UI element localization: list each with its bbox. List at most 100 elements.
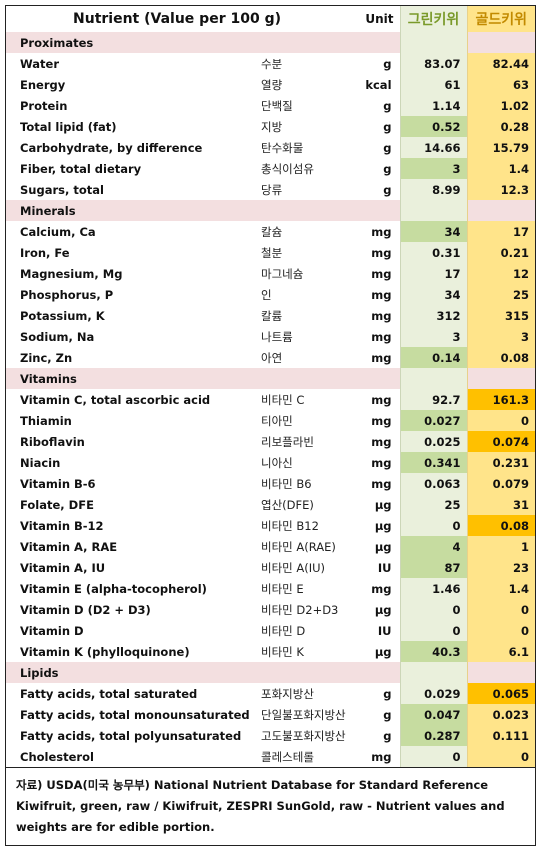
- nutrient-korean-name: 콜레스테롤: [261, 749, 314, 764]
- nutrient-name: Vitamin D: [20, 623, 84, 638]
- section-title: Minerals: [6, 200, 401, 221]
- nutrient-unit: kcal: [365, 77, 392, 92]
- green-kiwi-value: 14.66: [399, 137, 468, 158]
- table-row: Vitamin D 비타민 D IU 0 0: [6, 620, 536, 641]
- nutrient-unit: mg: [371, 413, 392, 428]
- gold-kiwi-value: 25: [466, 284, 536, 305]
- header-unit: Unit: [365, 12, 394, 26]
- nutrient-korean-name: 탄수화물: [261, 140, 304, 155]
- nutrient-unit: g: [383, 182, 392, 197]
- nutrient-name: Thiamin: [20, 413, 72, 428]
- gold-kiwi-value: 1.4: [466, 158, 536, 179]
- gold-kiwi-value: 0.079: [466, 473, 536, 494]
- section-green-cell: [399, 32, 468, 53]
- nutrient-korean-name: 고도불포화지방산: [261, 728, 346, 743]
- nutrient-korean-name: 인: [261, 287, 272, 302]
- gold-kiwi-value: 0.21: [466, 242, 536, 263]
- gold-kiwi-value: 1.4: [466, 578, 536, 599]
- header-green-kiwi: 그린키위: [399, 6, 468, 32]
- nutrient-name: Vitamin E (alpha-tocopherol): [20, 581, 207, 596]
- gold-kiwi-value: 3: [466, 326, 536, 347]
- green-kiwi-value: 0.047: [399, 704, 468, 725]
- nutrient-name: Iron, Fe: [20, 245, 70, 260]
- nutrient-name: Fatty acids, total saturated: [20, 686, 198, 701]
- table-row: Potassium, K 칼륨 mg 312 315: [6, 305, 536, 326]
- nutrient-unit: g: [383, 728, 392, 743]
- green-kiwi-value: 61: [399, 74, 468, 95]
- nutrient-unit: µg: [374, 602, 392, 617]
- nutrient-unit: g: [383, 707, 392, 722]
- nutrient-name: Vitamin B-12: [20, 518, 104, 533]
- nutrient-korean-name: 수분: [261, 56, 283, 71]
- gold-kiwi-value: 161.3: [466, 389, 536, 410]
- nutrient-name: Cholesterol: [20, 749, 94, 764]
- green-kiwi-value: 25: [399, 494, 468, 515]
- section-green-cell: [399, 662, 468, 683]
- gold-kiwi-value: 0: [466, 410, 536, 431]
- nutrient-unit: mg: [371, 434, 392, 449]
- nutrient-name: Zinc, Zn: [20, 350, 73, 365]
- nutrient-korean-name: 비타민 B12: [261, 518, 319, 533]
- section-gold-cell: [466, 32, 536, 53]
- nutrient-korean-name: 비타민 D2+D3: [261, 602, 339, 617]
- table-row: Energy 열량 kcal 61 63: [6, 74, 536, 95]
- nutrient-unit: g: [383, 161, 392, 176]
- nutrient-korean-name: 비타민 E: [261, 581, 304, 596]
- green-kiwi-value: 34: [399, 221, 468, 242]
- gold-kiwi-value: 82.44: [466, 53, 536, 74]
- nutrient-unit: mg: [371, 476, 392, 491]
- nutrient-name: Carbohydrate, by difference: [20, 140, 203, 155]
- nutrient-korean-name: 비타민 D: [261, 623, 306, 638]
- section-gold-cell: [466, 200, 536, 221]
- nutrient-name: Potassium, K: [20, 308, 105, 323]
- green-kiwi-value: 1.14: [399, 95, 468, 116]
- nutrient-korean-name: 칼슘: [261, 224, 283, 239]
- header-gold-kiwi: 골드키위: [466, 6, 536, 32]
- nutrient-unit: IU: [377, 560, 392, 575]
- table-row: Vitamin B-12 비타민 B12 µg 0 0.08: [6, 515, 536, 536]
- table-row: Fatty acids, total saturated 포화지방산 g 0.029 0…: [6, 683, 536, 704]
- nutrient-unit: g: [383, 686, 392, 701]
- nutrient-name: Water: [20, 56, 60, 71]
- nutrient-unit: mg: [371, 392, 392, 407]
- green-kiwi-value: 3: [399, 326, 468, 347]
- nutrient-name: Fatty acids, total monounsaturated: [20, 707, 250, 722]
- green-kiwi-value: 92.7: [399, 389, 468, 410]
- section-header-row: Lipids: [6, 662, 536, 683]
- nutrient-name: Fiber, total dietary: [20, 161, 142, 176]
- nutrient-korean-name: 니아신: [261, 455, 293, 470]
- gold-kiwi-value: 0.074: [466, 431, 536, 452]
- header-title: Nutrient (Value per 100 g): [73, 11, 281, 27]
- green-kiwi-value: 0.029: [399, 683, 468, 704]
- source-footnote: 자료) USDA(미국 농무부) National Nutrient Datab…: [6, 767, 535, 845]
- table-row: Vitamin A, RAE 비타민 A(RAE) µg 4 1: [6, 536, 536, 557]
- table-row: Carbohydrate, by difference 탄수화물 g 14.66 15.…: [6, 137, 536, 158]
- green-kiwi-value: 0.025: [399, 431, 468, 452]
- nutrient-name: Magnesium, Mg: [20, 266, 123, 281]
- gold-kiwi-value: 1.02: [466, 95, 536, 116]
- gold-kiwi-value: 15.79: [466, 137, 536, 158]
- table-row: Vitamin A, IU 비타민 A(IU) IU 87 23: [6, 557, 536, 578]
- table-row: Water 수분 g 83.07 82.44: [6, 53, 536, 74]
- green-kiwi-value: 0.14: [399, 347, 468, 368]
- header-row: Nutrient (Value per 100 g) Unit 그린키위 골드키…: [6, 6, 536, 32]
- section-green-cell: [399, 200, 468, 221]
- gold-kiwi-value: 0.08: [466, 515, 536, 536]
- nutrient-korean-name: 나트륨: [261, 329, 293, 344]
- nutrient-unit: g: [383, 98, 392, 113]
- nutrient-unit: mg: [371, 455, 392, 470]
- nutrient-name: Sodium, Na: [20, 329, 95, 344]
- gold-kiwi-value: 12.3: [466, 179, 536, 200]
- nutrient-unit: mg: [371, 266, 392, 281]
- nutrient-name: Vitamin A, RAE: [20, 539, 118, 554]
- green-kiwi-value: 0.287: [399, 725, 468, 746]
- nutrient-unit: g: [383, 140, 392, 155]
- gold-kiwi-value: 0.065: [466, 683, 536, 704]
- nutrient-unit: g: [383, 56, 392, 71]
- nutrient-unit: mg: [371, 287, 392, 302]
- nutrient-name: Vitamin C, total ascorbic acid: [20, 392, 211, 407]
- section-gold-cell: [466, 662, 536, 683]
- table-row: Phosphorus, P 인 mg 34 25: [6, 284, 536, 305]
- table-row: Vitamin B-6 비타민 B6 mg 0.063 0.079: [6, 473, 536, 494]
- gold-kiwi-value: 23: [466, 557, 536, 578]
